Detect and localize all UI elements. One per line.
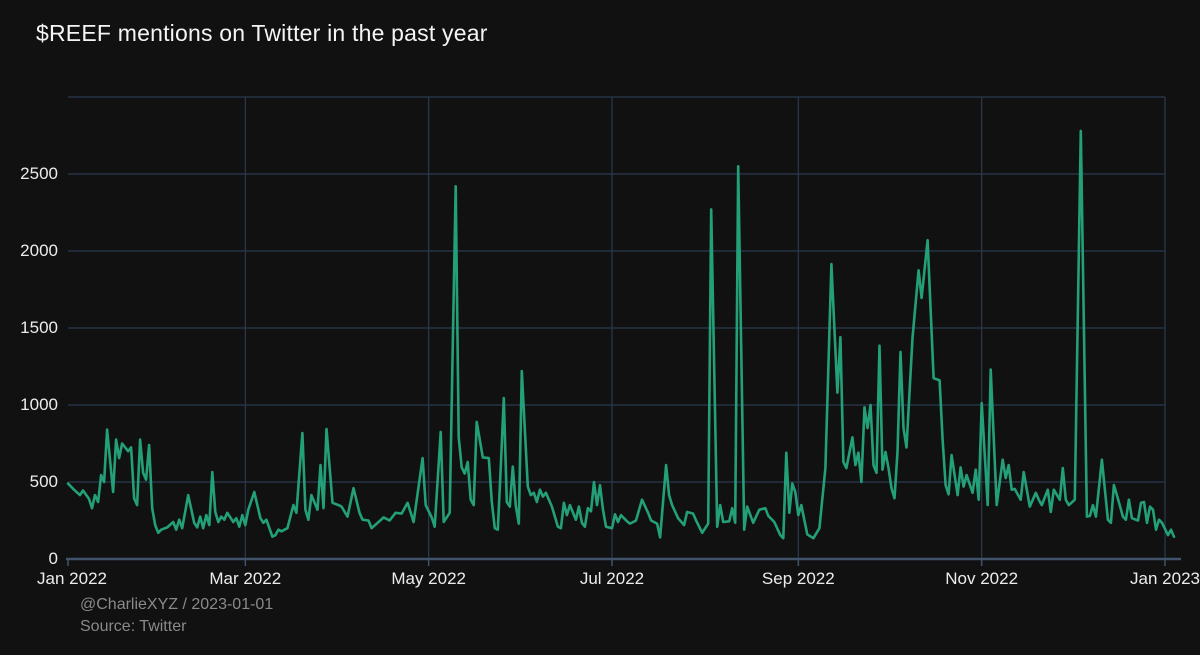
y-tick-label: 0 [48,549,58,568]
x-tick-label: Mar 2022 [209,569,282,588]
y-tick-label: 2000 [20,241,58,260]
source-line: Source: Twitter [80,618,187,635]
chart-title: $REEF mentions on Twitter in the past ye… [36,20,488,46]
y-tick-label: 1000 [20,395,58,414]
x-tick-label: Nov 2022 [945,569,1019,588]
credit-line: @CharlieXYZ / 2023-01-01 [80,596,274,613]
y-tick-label: 2500 [20,164,58,183]
x-tick-label: May 2022 [391,569,466,588]
x-tick-label: Jan 2023 [1130,569,1200,588]
mentions-line-series [66,129,1176,540]
x-tick-label: Sep 2022 [761,569,835,588]
chart-footer: @CharlieXYZ / 2023-01-01 Source: Twitter [80,594,273,638]
x-tick-label: Jan 2022 [37,569,107,588]
x-tick-label: Jul 2022 [579,569,645,588]
y-tick-label: 1500 [20,318,58,337]
y-tick-label: 500 [29,472,58,491]
